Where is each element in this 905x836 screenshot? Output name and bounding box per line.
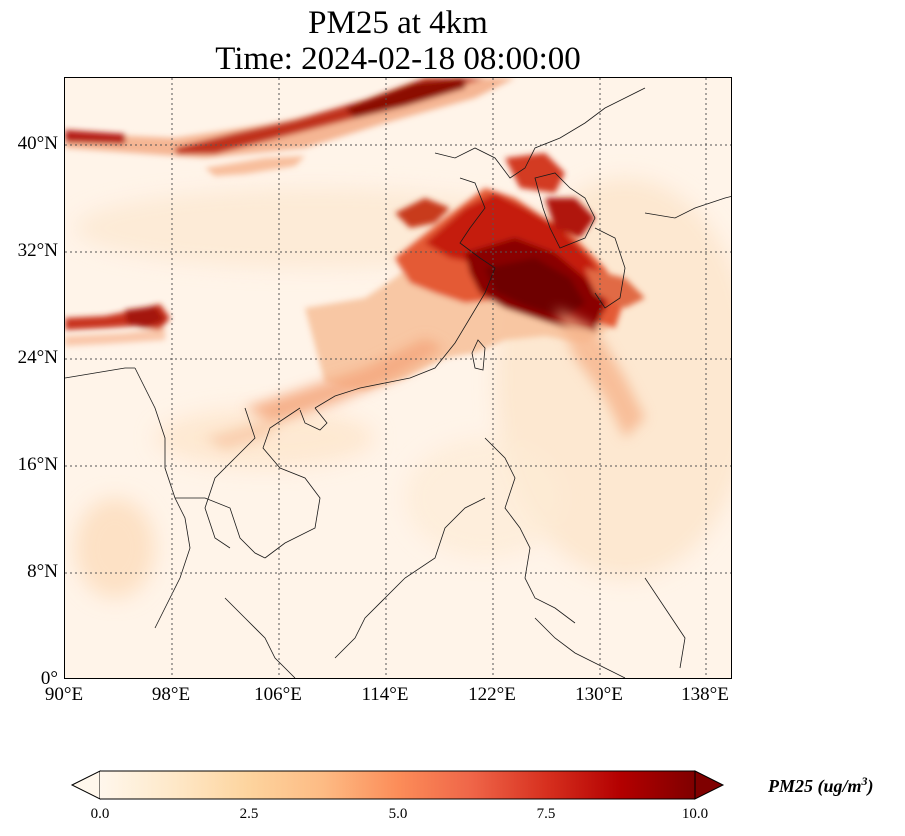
lon-tick-90: 90°E — [44, 684, 84, 705]
colorbar-tick-7-5: 7.5 — [536, 806, 556, 822]
northern-plume — [65, 78, 515, 176]
colorbar — [70, 770, 725, 800]
colorbar-tick-10: 10.0 — [681, 806, 709, 822]
lat-tick-16: 16°N — [17, 454, 58, 475]
map-canvas — [65, 78, 731, 678]
colorbar-tick-0: 0.0 — [90, 806, 110, 822]
himalaya-plume — [65, 304, 170, 346]
lat-tick-40: 40°N — [17, 133, 58, 154]
colorbar-label-exponent: 3 — [861, 774, 868, 788]
lon-tick-130: 130°E — [575, 684, 623, 705]
colorbar-extend-min — [70, 770, 101, 800]
lon-tick-122: 122°E — [468, 684, 516, 705]
colorbar-tick-2-5: 2.5 — [239, 806, 259, 822]
colorbar-label: PM25 (ug/m3) — [768, 774, 874, 796]
lat-tick-8: 8°N — [27, 561, 58, 582]
lon-tick-106: 106°E — [254, 684, 302, 705]
map-subtitle-time: Time: 2024-02-18 08:00:00 — [215, 41, 581, 77]
lat-tick-24: 24°N — [17, 347, 58, 368]
lon-tick-98: 98°E — [151, 684, 191, 705]
lat-tick-0: 0° — [40, 668, 58, 689]
coastlines — [65, 87, 731, 678]
map-plot-area — [64, 77, 732, 679]
lon-tick-114: 114°E — [361, 684, 409, 705]
gridlines — [65, 78, 731, 678]
east-china-sea-plume — [305, 153, 645, 390]
lon-tick-138: 138°E — [681, 684, 729, 705]
map-title: PM25 at 4km — [308, 5, 488, 41]
colorbar-gradient — [100, 771, 695, 799]
colorbar-extend-max — [694, 770, 725, 800]
colorbar-tick-5: 5.0 — [388, 806, 408, 822]
lat-tick-32: 32°N — [17, 240, 58, 261]
